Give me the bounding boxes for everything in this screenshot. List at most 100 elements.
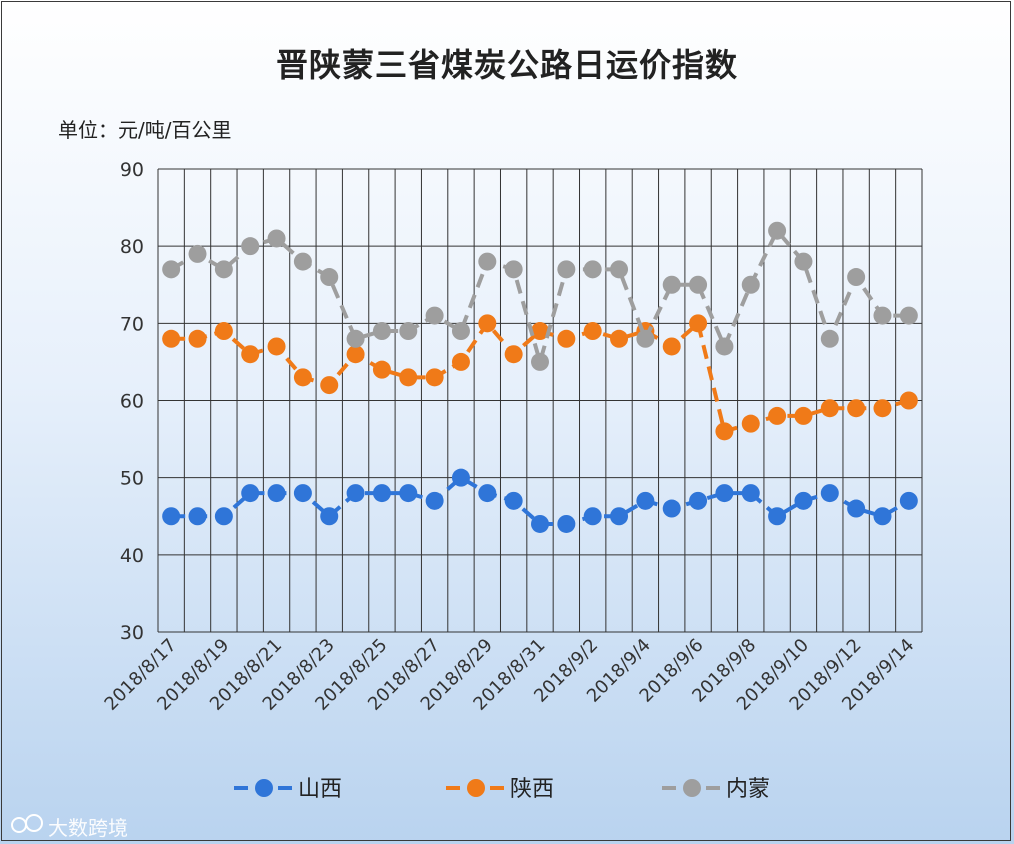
series-2-point <box>293 252 312 271</box>
chart-title: 晋陕蒙三省煤炭公路日运价指数 <box>275 46 738 84</box>
series-1-point <box>689 314 708 333</box>
series-1-point <box>425 368 444 387</box>
series-1-point <box>899 391 918 410</box>
series-2-point <box>188 244 207 263</box>
series-0-point <box>372 484 391 503</box>
series-1-point <box>847 399 866 418</box>
series-0-point <box>847 499 866 518</box>
series-2-point <box>847 268 866 287</box>
series-0-point <box>557 514 576 533</box>
series-0-point <box>451 468 470 487</box>
y-tick-label: 60 <box>120 391 144 413</box>
series-2-point <box>583 260 602 279</box>
series-1-point <box>583 322 602 341</box>
series-1-point <box>214 322 233 341</box>
legend-marker <box>683 779 701 797</box>
series-1-point <box>346 345 365 364</box>
series-2-point <box>741 275 760 294</box>
legend-marker <box>467 779 485 797</box>
y-tick-label: 80 <box>120 236 144 258</box>
series-2-point <box>214 260 233 279</box>
series-1-point <box>451 352 470 371</box>
series-0-point <box>768 507 787 526</box>
series-1-point <box>399 368 418 387</box>
series-2-point <box>899 306 918 325</box>
series-0-point <box>610 507 629 526</box>
series-2-point <box>372 322 391 341</box>
series-0-point <box>478 484 497 503</box>
series-0-point <box>188 507 207 526</box>
series-1-point <box>293 368 312 387</box>
y-tick-label: 50 <box>120 468 144 490</box>
series-2-point <box>662 275 681 294</box>
series-1-point <box>794 406 813 425</box>
series-2-point <box>241 237 260 256</box>
series-2-point <box>267 229 286 248</box>
series-2-point <box>531 352 549 371</box>
series-2-point <box>320 268 339 287</box>
series-0-point <box>794 491 813 510</box>
series-1-point <box>188 329 207 348</box>
series-0-point <box>662 499 681 518</box>
series-2-point <box>346 329 365 348</box>
series-1-point <box>820 399 839 418</box>
series-1-point <box>504 345 523 364</box>
series-1-point <box>372 360 391 379</box>
series-2-point <box>820 329 839 348</box>
series-2-point <box>873 306 892 325</box>
series-0-point <box>715 484 734 503</box>
unit-label: 单位：元/吨/百公里 <box>58 118 232 142</box>
series-0-point <box>425 491 444 510</box>
series-0-point <box>873 507 892 526</box>
series-2-point <box>504 260 523 279</box>
series-1-point <box>531 322 549 341</box>
watermark-logo-icon <box>11 814 43 833</box>
legend-marker <box>255 779 273 797</box>
series-1-point <box>741 414 760 433</box>
series-0-point <box>241 484 260 503</box>
series-0-point <box>267 484 286 503</box>
series-0-point <box>214 507 233 526</box>
series-1-point <box>768 406 787 425</box>
series-1-point <box>162 329 181 348</box>
series-2-point <box>425 306 444 325</box>
series-1-point <box>610 329 629 348</box>
series-0-point <box>689 491 708 510</box>
watermark-text: 大数跨境 <box>48 816 128 840</box>
y-tick-label: 90 <box>120 159 144 181</box>
legend-label: 内蒙 <box>726 777 770 802</box>
series-0-point <box>820 484 839 503</box>
series-0-point <box>899 491 918 510</box>
y-tick-label: 40 <box>120 545 144 567</box>
series-2-point <box>478 252 497 271</box>
series-1-point <box>241 345 260 364</box>
series-0-point <box>320 507 339 526</box>
series-2-point <box>399 322 418 341</box>
y-tick-label: 70 <box>120 313 144 335</box>
series-0-point <box>399 484 418 503</box>
series-2-point <box>689 275 708 294</box>
series-1-point <box>320 376 339 395</box>
series-1-point <box>267 337 286 356</box>
series-0-point <box>741 484 760 503</box>
series-0-point <box>162 507 181 526</box>
series-0-point <box>583 507 602 526</box>
series-line-2 <box>170 228 909 364</box>
series-1-point <box>715 422 734 441</box>
series-1-point <box>478 314 497 333</box>
series-2-point <box>768 221 787 240</box>
series-2-point <box>162 260 181 279</box>
series-0-point <box>293 484 312 503</box>
series-1-point <box>557 329 576 348</box>
series-0-point <box>531 514 549 533</box>
series-2-point <box>794 252 813 271</box>
series-1-point <box>662 337 681 356</box>
series-2-point <box>715 337 734 356</box>
series-0-point <box>636 491 655 510</box>
series-2-point <box>557 260 576 279</box>
series-0-point <box>504 491 523 510</box>
series-2-point <box>636 329 655 348</box>
series-1-point <box>873 399 892 418</box>
